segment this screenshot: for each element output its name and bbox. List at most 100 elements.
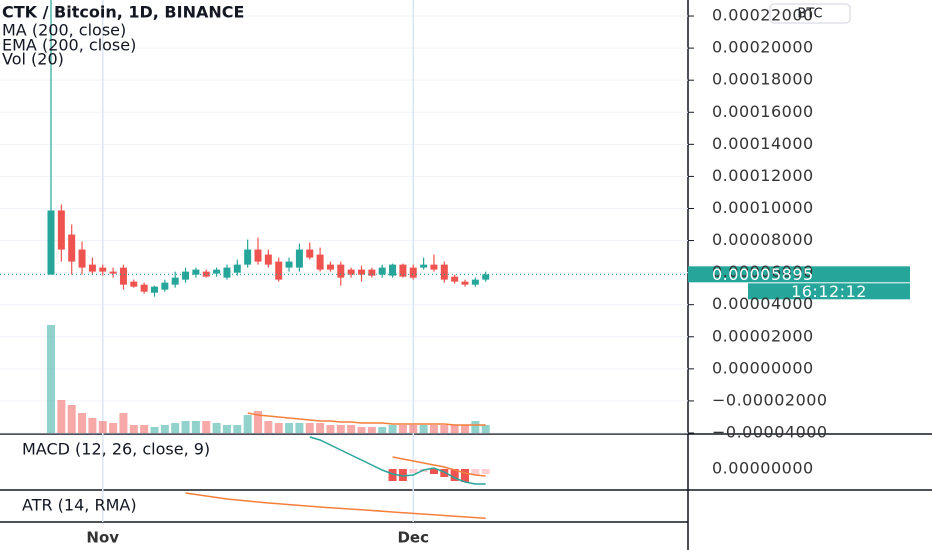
indicator-label: ATR (14, RMA) — [22, 496, 137, 515]
volume-bar — [191, 421, 200, 433]
candle-body — [68, 234, 76, 262]
countdown-label: 16:12:12 — [791, 282, 867, 301]
candle-body — [57, 210, 65, 250]
volume-bar — [119, 413, 128, 433]
texts: CTK / Bitcoin, 1D, BINANCE MA (200, clos… — [2, 3, 867, 547]
candle-body — [399, 264, 407, 277]
last-price-label: 0.00005895 — [712, 265, 814, 284]
macd-histogram-bar — [481, 469, 490, 474]
candle-body — [295, 249, 303, 268]
volume-bar — [160, 425, 169, 433]
macd-histogram-bar — [429, 469, 438, 474]
currency-button[interactable] — [769, 3, 851, 24]
macd-histogram-bar — [461, 469, 469, 482]
volume-bar — [88, 418, 97, 433]
volume-bar — [440, 425, 449, 433]
y-tick-label: 0.00000000 — [712, 459, 814, 478]
candle-body — [378, 267, 386, 275]
candle-body — [347, 269, 355, 275]
candle-body — [88, 264, 96, 272]
candle-body — [275, 261, 283, 280]
y-tick-label: −0.00002000 — [712, 390, 828, 409]
y-tick-label: 0.00002000 — [712, 326, 814, 345]
indicator-label: Vol (20) — [2, 50, 64, 69]
candle-body — [47, 210, 55, 275]
volume-bar — [357, 427, 366, 433]
y-tick-label: 0.00008000 — [712, 230, 814, 249]
macd-signal-line — [392, 456, 486, 477]
candle-body — [440, 264, 448, 280]
candle-body — [451, 276, 459, 282]
candle-body — [202, 271, 210, 277]
y-tick-label: 0.00000000 — [712, 358, 814, 377]
volume-bar — [419, 425, 428, 433]
volume-bar — [47, 325, 55, 433]
indicator-label: MACD (12, 26, close, 9) — [22, 440, 210, 459]
candle-body — [151, 286, 158, 293]
candle-body — [140, 284, 148, 292]
volume-bar — [367, 427, 376, 433]
candle-body — [358, 269, 365, 275]
candle-body — [233, 264, 241, 273]
candle-body — [337, 264, 345, 278]
y-tick-label: 0.00012000 — [712, 166, 814, 185]
candle-body — [244, 249, 252, 265]
volume-bar — [398, 425, 407, 433]
candle-body — [171, 277, 179, 285]
candle-body — [78, 249, 86, 268]
macd-histogram-bar — [409, 469, 418, 473]
candle-body — [109, 271, 117, 274]
macd-histogram-bar — [450, 469, 459, 481]
candle-body — [471, 279, 479, 285]
macd-histogram-bar — [388, 469, 397, 481]
y-tick-label: 0.00004000 — [712, 294, 814, 313]
last-price-box — [688, 266, 910, 283]
candle-body — [461, 281, 469, 285]
candle-body — [119, 267, 127, 285]
indicator-label: EMA (200, close) — [2, 36, 136, 55]
candle-body — [306, 249, 314, 258]
volume-bar — [109, 423, 118, 433]
candle-body — [223, 267, 231, 278]
y-tick-label: 0.00016000 — [712, 102, 814, 121]
currency-label[interactable]: BTC — [797, 7, 822, 22]
volume-ma-line — [247, 412, 486, 426]
candle-body — [130, 281, 138, 287]
volume-bar — [305, 423, 314, 433]
countdown-box — [748, 283, 910, 300]
x-tick-label: Nov — [86, 529, 119, 547]
volume-bar — [471, 421, 480, 433]
volume-bar — [274, 423, 283, 433]
volume-bar — [481, 425, 490, 433]
volume-bar — [78, 413, 87, 433]
volume-bar — [378, 427, 387, 433]
volume-bar — [212, 423, 221, 433]
volume-bar — [316, 423, 325, 433]
candle-body — [161, 282, 169, 290]
macd-histogram-bar — [440, 469, 449, 477]
candle-body — [482, 274, 490, 280]
volume-bar — [181, 421, 190, 433]
volume-bar — [409, 425, 418, 433]
candle-body — [409, 267, 417, 278]
volume-bar — [129, 425, 138, 433]
volume-bar — [285, 423, 294, 433]
macd-histogram-bar — [471, 469, 480, 475]
candle-body — [192, 269, 200, 275]
y-tick-label: 0.00020000 — [712, 38, 814, 57]
volume-bar — [202, 421, 211, 433]
volume-bar — [57, 400, 66, 433]
x-tick-label: Dec — [397, 529, 429, 547]
volume-bar — [326, 425, 335, 433]
volume-bar — [461, 425, 469, 433]
indicator-label: MA (200, close) — [2, 21, 126, 40]
marks — [0, 0, 910, 519]
y-tick-label: 0.00006000 — [712, 262, 814, 281]
y-tick-label: −0.00004000 — [712, 423, 828, 442]
candle-body — [368, 269, 376, 276]
y-tick-label: 0.00018000 — [712, 70, 814, 89]
candle-body — [420, 264, 428, 268]
macd-line — [309, 436, 486, 485]
